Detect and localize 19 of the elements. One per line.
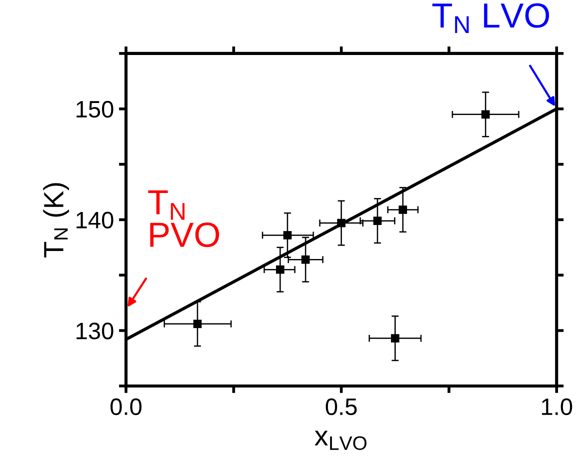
- annotation: T$_{N}$ LVO: [432, 3, 550, 33]
- x-tick-label: 0.5: [326, 398, 357, 416]
- annotation: T$_{N}$ PVO: [148, 190, 220, 248]
- y-tick-label: 150: [76, 100, 114, 118]
- point: [301, 255, 310, 264]
- x-axis-title: x$_{LVO}$: [314, 430, 366, 450]
- y-axis-title: T$_{N}$ (K): [43, 183, 70, 258]
- point: [283, 231, 292, 240]
- y-tick-label: 130: [76, 322, 114, 340]
- point: [193, 320, 202, 328]
- point: [337, 218, 346, 228]
- point: [398, 206, 408, 214]
- point: [481, 110, 490, 119]
- x-tick-label: 1.0: [542, 398, 572, 416]
- point: [373, 216, 382, 225]
- point: [390, 334, 400, 342]
- y-tick-label: 140: [76, 212, 114, 228]
- point: [276, 265, 284, 274]
- x-tick-label: 0.0: [110, 398, 142, 416]
